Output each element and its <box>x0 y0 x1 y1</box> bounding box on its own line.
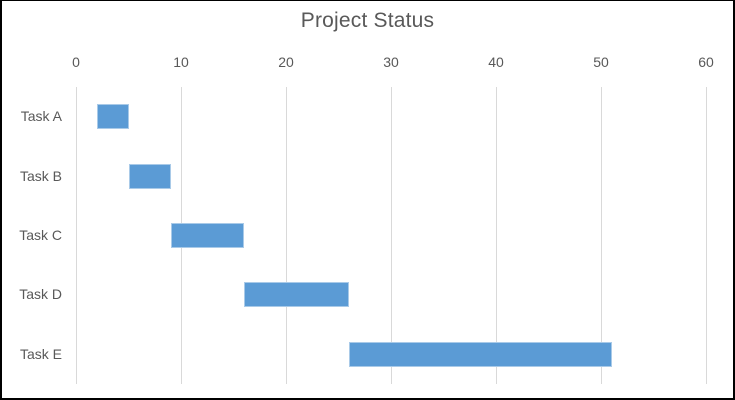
gridline <box>600 87 602 384</box>
gridline <box>705 87 707 384</box>
x-axis-tick-label: 40 <box>488 54 504 70</box>
gridline <box>75 87 77 384</box>
y-axis-category-label: Task D <box>19 286 62 303</box>
x-axis-tick-label: 50 <box>593 54 609 70</box>
gridline <box>285 87 287 384</box>
y-axis-category-label: Task E <box>19 345 62 362</box>
gantt-bar[interactable] <box>97 104 129 130</box>
x-axis-tick-label: 60 <box>698 54 714 70</box>
gantt-bar[interactable] <box>244 282 349 308</box>
gantt-bar[interactable] <box>128 163 171 189</box>
x-axis-tick-label: 30 <box>383 54 399 70</box>
y-axis-category-label: Task C <box>19 227 62 243</box>
gridline <box>495 87 497 384</box>
x-axis-tick-label: 0 <box>72 54 80 70</box>
y-axis-category-label: Task B <box>19 167 62 184</box>
y-axis-category-label: Task A <box>20 108 62 125</box>
gantt-bar[interactable] <box>170 223 244 248</box>
gridline <box>390 87 392 384</box>
x-axis-tick-label: 10 <box>173 54 189 70</box>
gantt-bar[interactable] <box>349 341 612 367</box>
x-axis-tick-label: 20 <box>278 54 294 70</box>
chart-title: Project Status <box>300 9 435 32</box>
